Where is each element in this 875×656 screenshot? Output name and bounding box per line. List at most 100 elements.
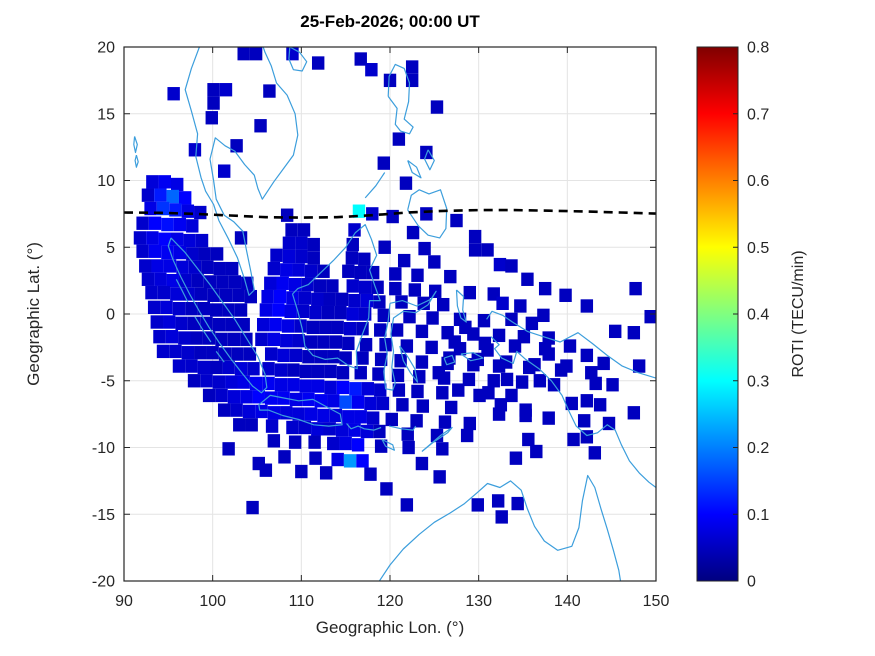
roti-cell: [339, 351, 352, 365]
roti-cell: [230, 403, 243, 417]
roti-cell: [411, 268, 424, 282]
x-axis-label: Geographic Lon. (°): [315, 618, 465, 637]
coastline-palawan: [364, 172, 386, 199]
roti-cell: [410, 414, 423, 428]
roti-cell: [580, 299, 594, 313]
roti-cell: [257, 318, 270, 332]
roti-cell: [243, 347, 257, 361]
roti-cell: [255, 404, 268, 419]
roti-cell: [194, 205, 207, 220]
roti-cell: [537, 308, 550, 323]
coastline-sumatra: [167, 237, 268, 394]
roti-cell: [346, 307, 359, 321]
roti-cell: [374, 352, 388, 367]
coastline-java: [258, 394, 343, 427]
roti-cell: [222, 442, 235, 456]
y-tick-label: -20: [92, 574, 115, 591]
colorbar-tick-label: 0.3: [747, 373, 769, 390]
roti-cell: [139, 259, 152, 273]
y-tick-label: -5: [101, 373, 115, 390]
roti-cell: [580, 394, 594, 408]
roti-cell: [201, 260, 214, 274]
roti-cell: [514, 299, 527, 313]
roti-cell: [308, 435, 321, 449]
roti-cell: [319, 320, 332, 335]
roti-cell: [219, 288, 233, 302]
roti-cell: [406, 225, 420, 240]
roti-cell: [588, 446, 602, 460]
roti-cell: [452, 383, 465, 397]
roti-cell: [629, 281, 642, 296]
roti-cell: [408, 283, 422, 297]
roti-cell: [436, 297, 450, 312]
colorbar-tick-label: 0.5: [747, 240, 769, 257]
roti-cell: [306, 320, 320, 335]
roti-cell: [178, 273, 192, 288]
x-tick-label: 140: [554, 593, 581, 610]
roti-cell: [141, 188, 155, 202]
roti-cell: [161, 245, 174, 260]
roti-cell: [259, 463, 273, 477]
roti-cell: [280, 263, 293, 277]
roti-cell: [405, 73, 419, 88]
colorbar: 0 0.1 0.2 0.3 0.4 0.5 0.6 0.7 0.8: [696, 40, 769, 591]
roti-cell: [509, 451, 523, 465]
roti-cell: [298, 420, 312, 435]
roti-cell: [389, 281, 402, 296]
y-axis-label: Geographic Lat. (°): [24, 242, 43, 386]
coastline-luzon: [387, 63, 414, 135]
roti-cell: [186, 247, 199, 261]
roti-cell: [358, 280, 372, 294]
roti-cell: [396, 398, 409, 412]
roti-cell: [477, 314, 491, 328]
roti-cell: [334, 305, 347, 320]
roti-cell: [207, 96, 220, 110]
roti-cell: [467, 327, 480, 341]
roti-cell: [311, 379, 325, 393]
roti-cell: [339, 395, 352, 409]
roti-cell: [295, 464, 308, 479]
roti-cell: [443, 351, 456, 365]
roti-cell: [267, 332, 281, 347]
roti-cell: [508, 339, 522, 353]
roti-cell: [374, 323, 387, 337]
colorbar-tick-label: 0: [747, 574, 756, 591]
roti-cell: [200, 374, 213, 388]
roti-cell: [163, 259, 177, 273]
roti-cell: [401, 427, 414, 441]
roti-cell: [267, 406, 281, 420]
roti-cell: [207, 83, 220, 97]
roti-cell: [304, 335, 318, 349]
roti-cell: [376, 396, 390, 411]
colorbar-tick-label: 0.2: [747, 440, 769, 457]
roti-cell: [252, 390, 265, 404]
roti-cell: [222, 360, 235, 375]
roti-cell: [148, 216, 162, 230]
roti-cell: [249, 47, 263, 61]
roti-cell: [185, 359, 198, 373]
roti-cell: [267, 261, 281, 276]
roti-cell: [627, 326, 641, 340]
roti-cell: [151, 259, 164, 273]
roti-cell: [133, 231, 147, 245]
roti-cell: [444, 400, 458, 415]
roti-cell: [217, 164, 231, 178]
roti-cell: [343, 454, 357, 468]
roti-cell: [415, 456, 429, 471]
roti-cell: [178, 331, 191, 345]
roti-cell: [373, 295, 386, 309]
roti-cell: [323, 422, 336, 436]
roti-cell: [496, 296, 509, 310]
roti-cell: [173, 245, 187, 260]
roti-cell: [519, 408, 532, 423]
roti-cell: [154, 188, 167, 202]
roti-cell: [342, 336, 355, 351]
roti-cell: [495, 510, 508, 524]
roti-cell: [210, 360, 223, 375]
roti-cell: [542, 411, 555, 425]
roti-cell: [411, 384, 424, 399]
coastline-australia: [378, 474, 622, 581]
y-tick-label: -15: [92, 507, 115, 524]
roti-cell: [309, 451, 322, 465]
roti-cell: [606, 378, 619, 392]
